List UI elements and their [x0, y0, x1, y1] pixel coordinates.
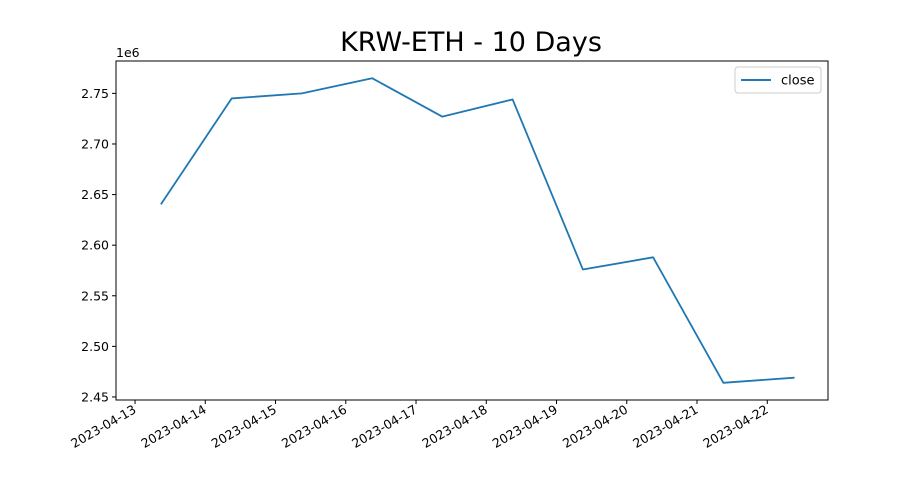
y-axis: 2.45 2.50 2.55 2.60 2.65 2.70 2.75: [81, 86, 116, 404]
y-tick-label: 2.55: [81, 288, 109, 303]
plot-area: [115, 60, 829, 401]
y-tick-label: 2.45: [81, 389, 109, 404]
plot-frame: [115, 60, 829, 401]
y-tick-label: 2.75: [81, 86, 109, 101]
y-tick-label: 2.50: [81, 339, 109, 354]
y-offset-label: 1e6: [116, 45, 140, 60]
series-line-close: [160, 77, 795, 384]
legend-label-close: close: [781, 74, 814, 89]
y-tick-label: 2.60: [81, 238, 109, 253]
y-tick-label: 2.70: [81, 136, 109, 151]
legend-frame: [734, 66, 822, 94]
y-tick-label: 2.65: [81, 187, 109, 202]
legend: close: [734, 66, 822, 94]
chart-title: KRW-ETH - 10 Days: [340, 27, 602, 58]
